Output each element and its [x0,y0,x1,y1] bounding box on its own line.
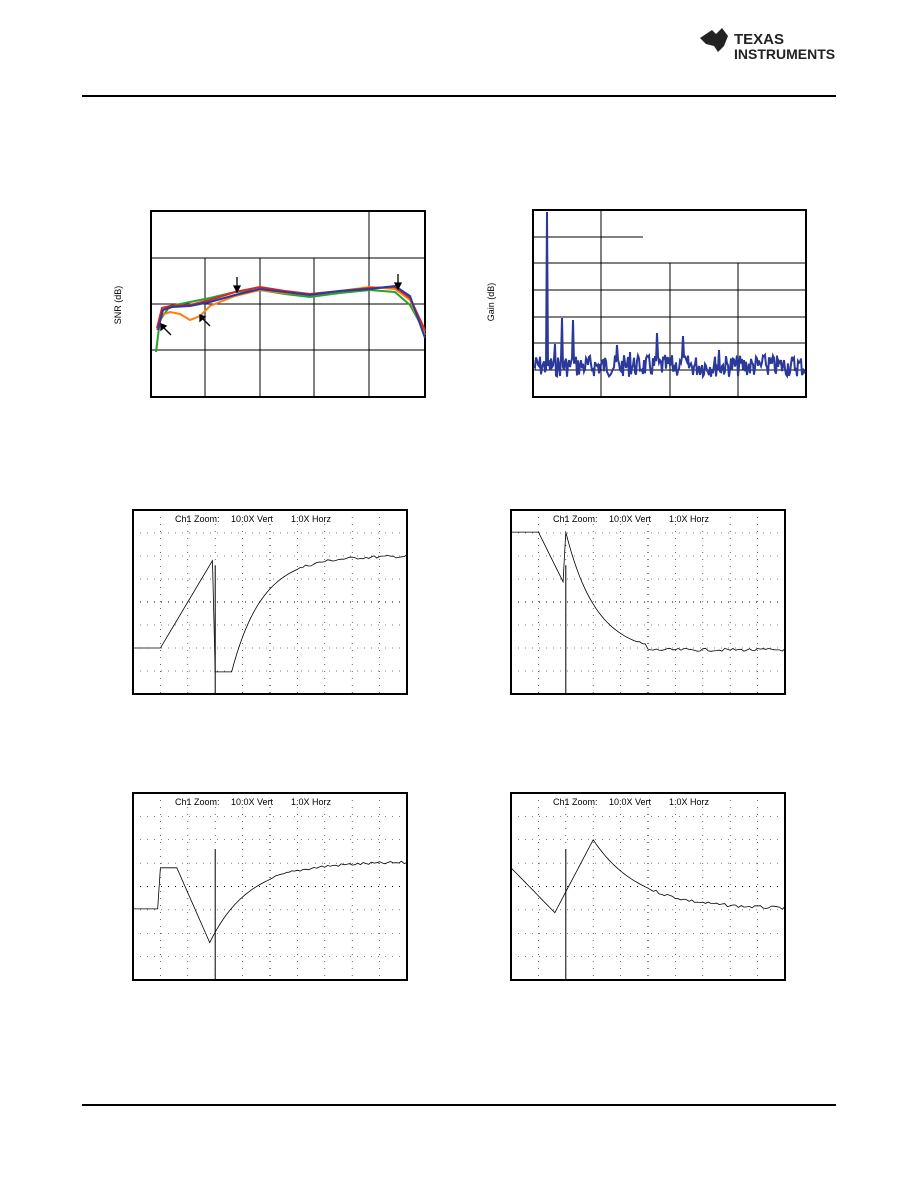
scope-label: 10.0X Vert [231,514,274,524]
arrow-head [232,285,242,294]
scope-screen: Ch1 Zoom: 10.0X Vert 1.0X Horz [132,792,408,981]
spectrum-trace [533,211,806,380]
scope-label: 1.0X Horz [291,514,332,524]
arrow-head [393,282,403,291]
scope-screen: Ch1 Zoom: 10.0X Vert 1.0X Horz [510,509,786,695]
gain-figure: Gain (dB) [486,209,807,398]
scope-label: 10.0X Vert [609,514,652,524]
scope-screen: Ch1 Zoom: 10.0X Vert 1.0X Horz [132,509,408,695]
arrow-head [160,323,168,332]
y-axis-label: SNR (dB) [113,286,123,325]
scope-label: 1.0X Horz [669,514,710,524]
scope-screen: Ch1 Zoom: 10.0X Vert 1.0X Horz [510,792,786,981]
arrows [160,274,403,336]
scope-label: Ch1 Zoom: [175,797,220,807]
scope-label: Ch1 Zoom: [553,514,598,524]
arrow [162,326,172,336]
scope-label: 1.0X Horz [669,797,710,807]
arrow [201,317,211,327]
arrow-head [199,314,207,323]
scope-label: Ch1 Zoom: [175,514,220,524]
ti-logo: TEXAS INSTRUMENTS [700,28,835,62]
scope-trace [511,531,786,652]
y-axis-label: Gain (dB) [486,283,496,322]
scope-trace [133,860,408,944]
logo-mark [700,28,728,52]
logo-text: TEXAS [734,31,784,48]
scope-captures: Ch1 Zoom: 10.0X Vert 1.0X Horz Ch1 Zoom: 10.… [132,509,786,981]
curve [157,284,426,339]
scope-trace [133,554,408,673]
scope-label: 1.0X Horz [291,797,332,807]
logo-text: INSTRUMENTS [734,46,835,62]
scope-label: 10.0X Vert [609,797,652,807]
scope-label: 10.0X Vert [231,797,274,807]
snr-figure: SNR (dB) [113,210,426,398]
scope-trace [510,839,786,914]
scope-label: Ch1 Zoom: [553,797,598,807]
